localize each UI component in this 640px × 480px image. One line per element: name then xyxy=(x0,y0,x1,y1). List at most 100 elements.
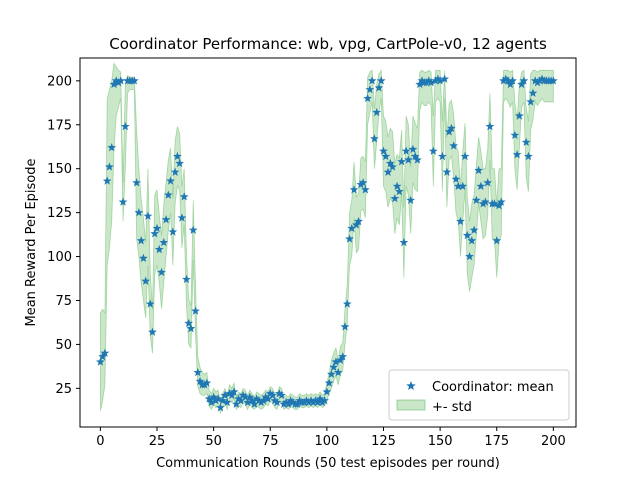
mean-point xyxy=(426,78,436,87)
mean-point xyxy=(161,215,171,224)
mean-point xyxy=(349,185,359,194)
mean-point xyxy=(413,155,422,164)
mean-point xyxy=(438,151,447,161)
mean-point xyxy=(152,223,162,233)
mean-point xyxy=(485,121,495,131)
mean-point xyxy=(295,396,305,405)
x-axis: 0 25 50 75 100 125 150 175 200 xyxy=(96,427,566,449)
mean-point xyxy=(268,390,277,400)
mean-point xyxy=(345,234,354,243)
y-tick-label: 75 xyxy=(55,294,72,309)
mean-point xyxy=(286,396,295,405)
mean-point xyxy=(451,174,461,183)
mean-point xyxy=(200,380,209,389)
mean-point xyxy=(417,76,427,85)
mean-point xyxy=(250,399,259,408)
mean-point xyxy=(102,176,112,185)
mean-point xyxy=(134,208,144,217)
mean-point xyxy=(381,151,391,161)
mean-point xyxy=(327,369,336,379)
x-tick-label: 50 xyxy=(205,434,222,449)
mean-point xyxy=(406,195,416,205)
mean-point xyxy=(141,276,151,285)
mean-point xyxy=(408,144,418,154)
chart-title: Coordinator Performance: wb, vpg, CartPo… xyxy=(109,35,547,53)
mean-point xyxy=(469,225,479,234)
mean-point xyxy=(471,195,481,205)
mean-point xyxy=(358,178,368,187)
mean-point xyxy=(447,123,456,133)
mean-point xyxy=(145,299,155,308)
mean-point xyxy=(265,389,275,398)
y-tick-label: 50 xyxy=(55,338,72,353)
mean-point xyxy=(100,348,110,357)
mean-point xyxy=(288,397,298,407)
x-tick-label: 75 xyxy=(262,434,279,449)
mean-point xyxy=(129,76,139,85)
mean-point xyxy=(136,236,146,245)
mean-point xyxy=(111,76,121,85)
y-tick-label: 175 xyxy=(47,118,72,133)
legend-band-swatch xyxy=(396,399,426,411)
mean-point xyxy=(399,237,409,247)
mean-point xyxy=(340,322,350,331)
legend-label-std: +- std xyxy=(432,400,472,415)
mean-point xyxy=(329,362,339,371)
mean-point xyxy=(530,76,540,85)
mean-point xyxy=(456,216,465,226)
mean-point xyxy=(338,352,348,361)
mean-point xyxy=(150,229,160,238)
mean-point xyxy=(170,167,180,176)
mean-point xyxy=(322,387,332,396)
mean-point xyxy=(120,121,130,131)
mean-point xyxy=(320,396,329,405)
mean-point xyxy=(254,396,264,405)
mean-point xyxy=(173,151,182,161)
mean-point xyxy=(263,394,273,403)
mean-point xyxy=(354,216,363,226)
mean-point xyxy=(431,76,440,85)
mean-point xyxy=(440,74,450,83)
mean-point xyxy=(306,396,316,405)
mean-point xyxy=(281,397,291,407)
mean-point xyxy=(231,399,241,408)
mean-point xyxy=(462,230,472,240)
mean-point xyxy=(216,403,225,412)
mean-point xyxy=(496,197,506,206)
mean-point xyxy=(299,397,309,407)
mean-point xyxy=(148,327,157,336)
mean-point xyxy=(388,162,397,171)
mean-point xyxy=(492,236,502,245)
mean-point xyxy=(428,146,438,155)
mean-point xyxy=(238,390,248,400)
mean-point xyxy=(385,158,395,168)
mean-point xyxy=(105,162,114,171)
mean-point xyxy=(315,394,325,403)
mean-point xyxy=(177,213,187,222)
mean-point xyxy=(333,367,343,377)
mean-point xyxy=(458,181,468,190)
mean-point xyxy=(453,181,463,190)
mean-point xyxy=(182,274,191,284)
mean-point xyxy=(342,299,352,308)
mean-point xyxy=(374,83,384,92)
mean-point xyxy=(234,394,243,403)
mean-point xyxy=(302,396,311,405)
mean-point xyxy=(222,397,232,407)
mean-point xyxy=(252,394,262,403)
mean-point xyxy=(114,78,123,87)
mean-point xyxy=(433,74,443,83)
mean-marker-layer xyxy=(96,74,558,412)
x-tick-label: 150 xyxy=(428,434,453,449)
mean-point xyxy=(512,150,522,159)
mean-point xyxy=(483,178,493,187)
mean-point xyxy=(410,151,420,161)
legend-label-mean: Coordinator: mean xyxy=(432,380,554,395)
mean-point xyxy=(175,158,185,168)
mean-point xyxy=(168,227,178,236)
mean-point xyxy=(331,357,341,366)
mean-point xyxy=(422,78,431,87)
mean-point xyxy=(465,251,474,261)
std-band-layer xyxy=(99,62,554,415)
y-axis-label: Mean Reward Per Episode xyxy=(24,158,39,326)
